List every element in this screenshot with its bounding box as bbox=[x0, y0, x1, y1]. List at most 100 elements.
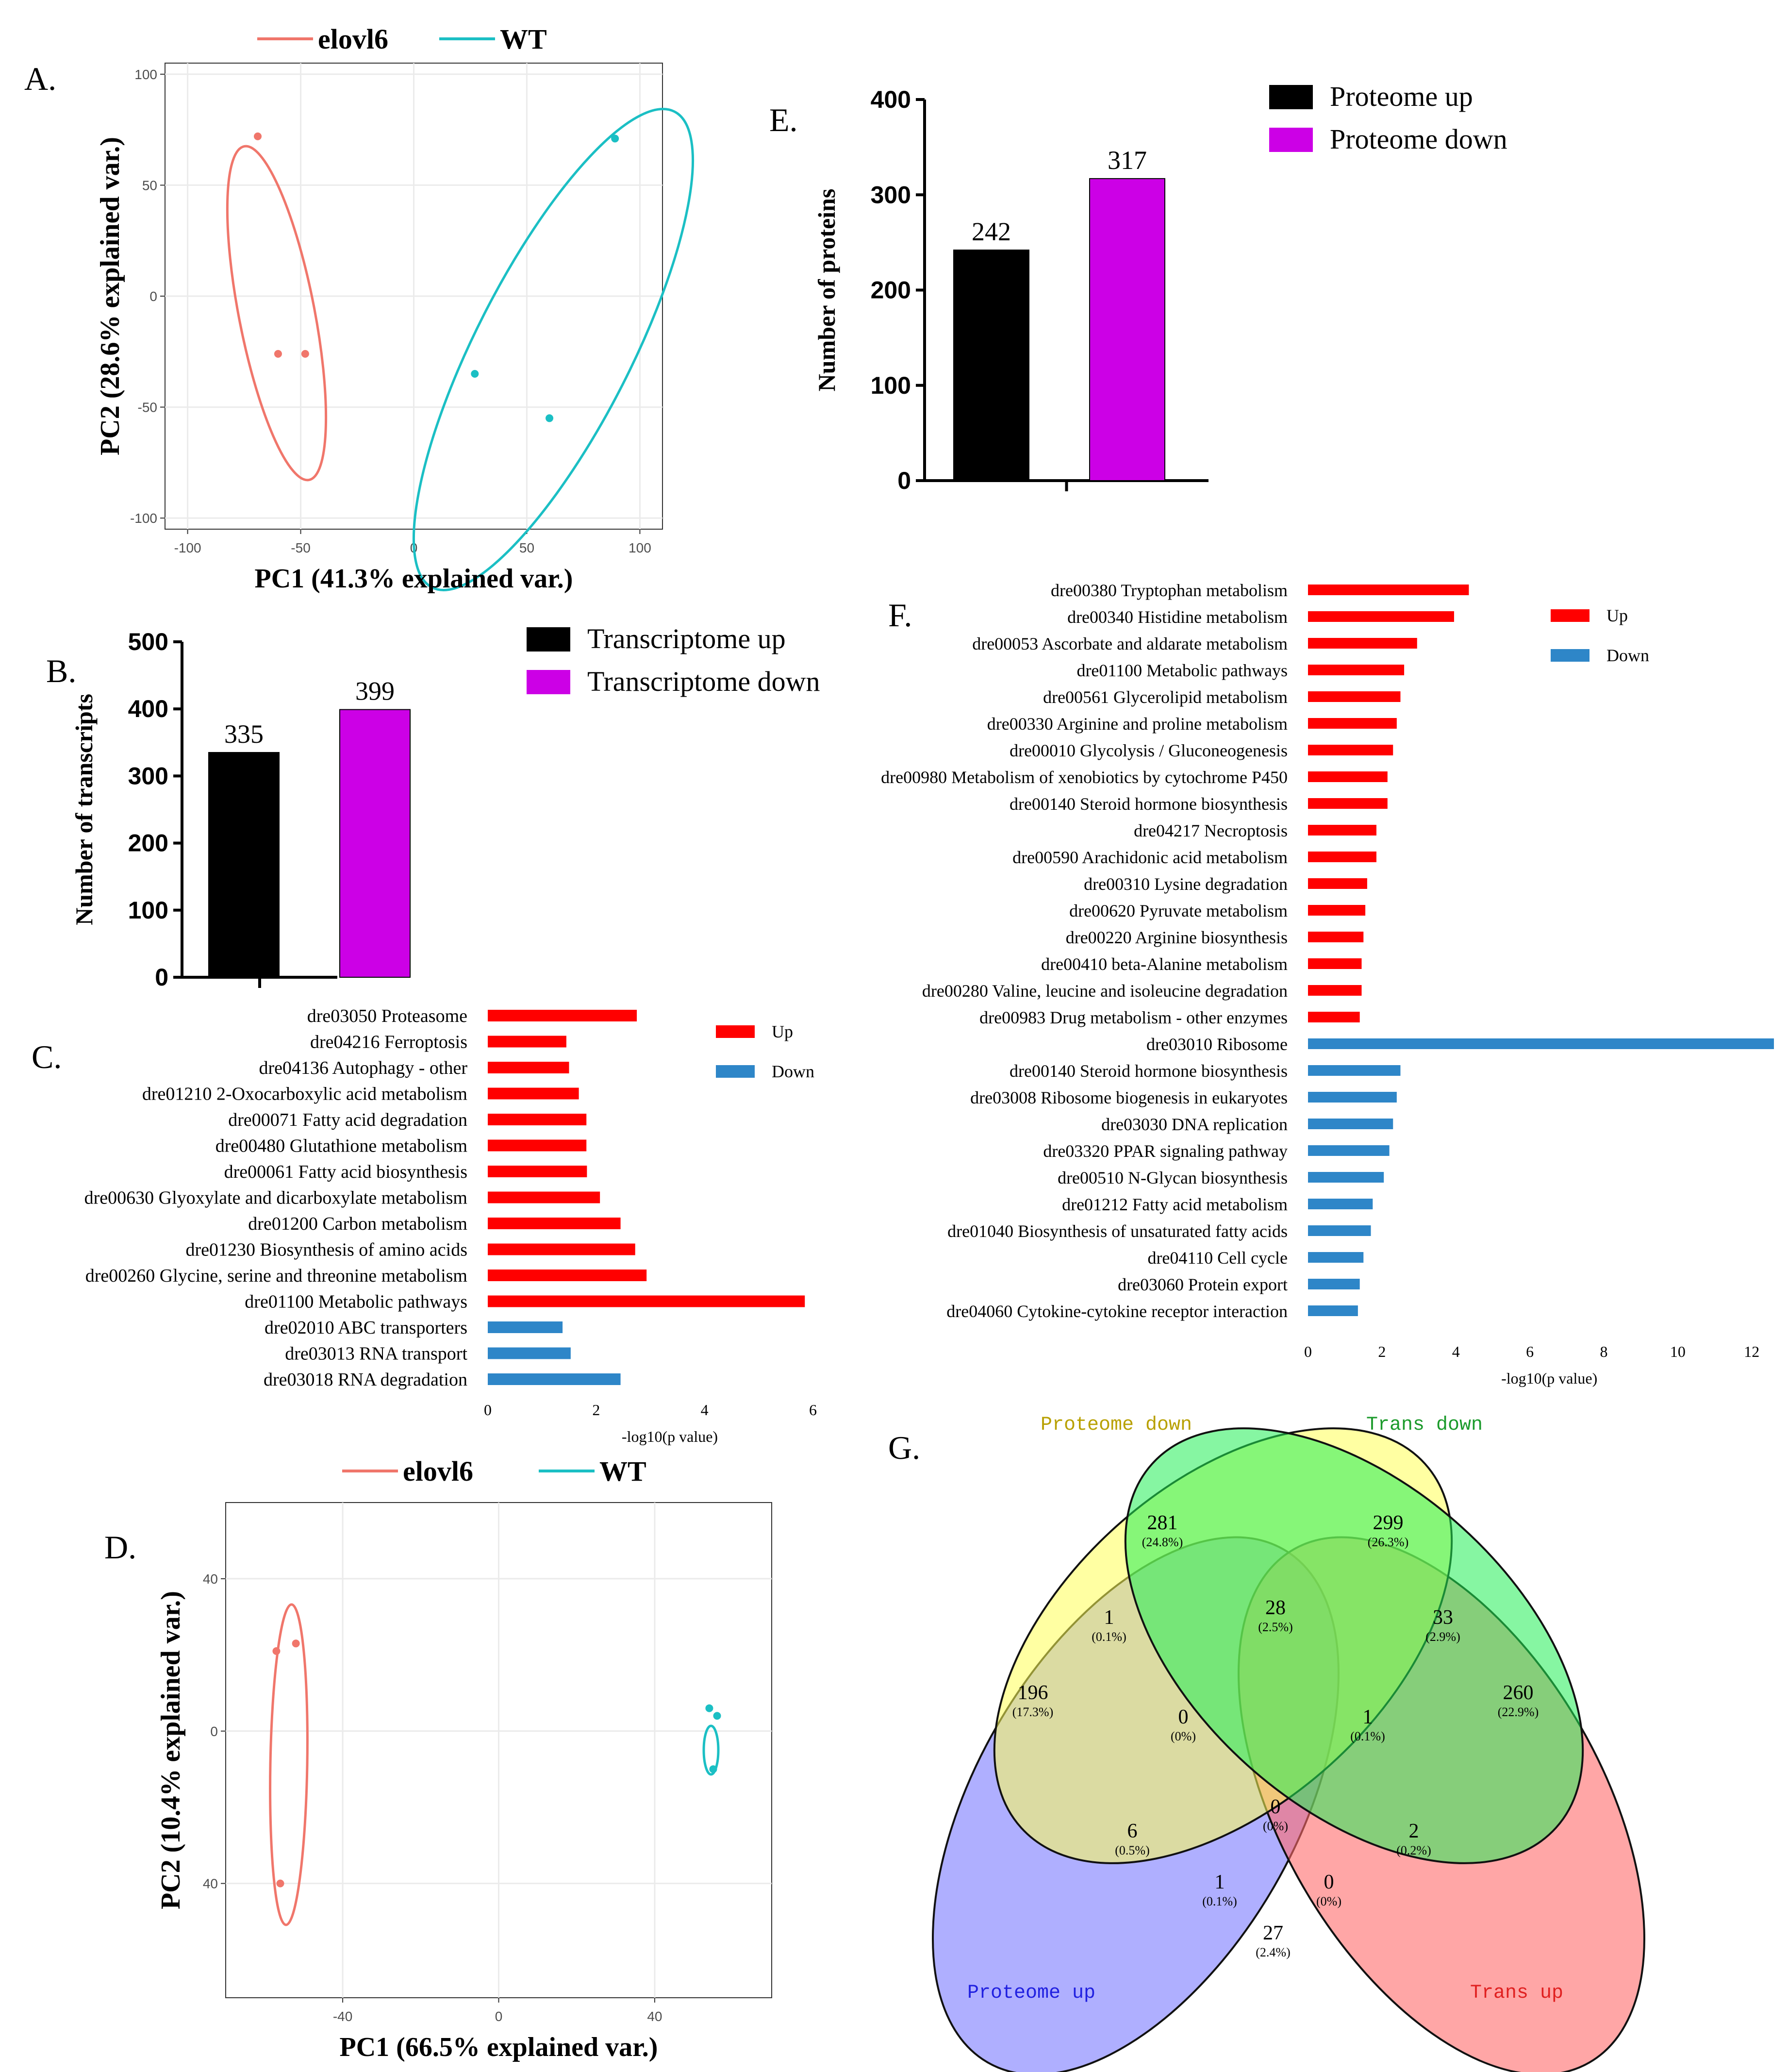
x-tick-label: -40 bbox=[333, 2009, 352, 2024]
panel-label-b: B. bbox=[46, 652, 76, 689]
pathway-label: dre00561 Glycerolipid metabolism bbox=[1043, 687, 1288, 707]
pathway-label: dre01230 Biosynthesis of amino acids bbox=[186, 1240, 467, 1260]
venn-region-pup-pdown-tup: 0 (0%) bbox=[1316, 1871, 1341, 1908]
y-axis-label: Number of transcripts bbox=[70, 694, 98, 925]
pathway-bar bbox=[488, 1270, 647, 1281]
pathway-bar bbox=[488, 1243, 635, 1255]
venn-set-label-trans-down: Trans down bbox=[1366, 1414, 1483, 1436]
pathway-bar bbox=[1308, 1145, 1390, 1156]
data-point-wt bbox=[709, 1765, 717, 1773]
confidence-ellipse bbox=[702, 1724, 720, 1776]
pathway-label: dre00590 Arachidonic acid metabolism bbox=[1012, 848, 1288, 867]
bar-proteome-up bbox=[953, 250, 1029, 481]
pathway-bar bbox=[488, 1166, 587, 1177]
data-point-wt bbox=[471, 370, 479, 378]
pathway-label: dre00980 Metabolism of xenobiotics by cy… bbox=[881, 768, 1288, 787]
pathway-bar bbox=[488, 1321, 563, 1333]
panel-label-d: D. bbox=[104, 1529, 136, 1566]
pathway-label: dre03010 Ribosome bbox=[1146, 1035, 1288, 1054]
pathway-bar bbox=[1308, 665, 1405, 675]
pathway-bar bbox=[488, 1036, 566, 1048]
pathway-label: dre03050 Proteasome bbox=[307, 1006, 467, 1026]
pathway-label: dre00983 Drug metabolism - other enzymes bbox=[979, 1008, 1288, 1027]
venn-region-count: 1 bbox=[1363, 1706, 1373, 1728]
x-tick-label: 0 bbox=[1304, 1343, 1312, 1360]
venn-region-percent: (0%) bbox=[1263, 1819, 1288, 1833]
venn-region-pup-tdown: 6 (0.5%) bbox=[1115, 1820, 1149, 1857]
pathway-label: dre00071 Fatty acid degradation bbox=[228, 1110, 467, 1130]
legend-label-wt: WT bbox=[599, 1455, 646, 1487]
pathway-bar bbox=[1308, 745, 1393, 755]
venn-region-count: 260 bbox=[1503, 1682, 1534, 1704]
venn-region-count: 33 bbox=[1433, 1606, 1453, 1629]
pathway-label: dre02010 ABC transporters bbox=[265, 1318, 467, 1338]
pathway-bar bbox=[488, 1114, 587, 1125]
venn-region-count: 2 bbox=[1409, 1820, 1419, 1842]
pathway-bar bbox=[1308, 852, 1376, 862]
data-point-elovl6 bbox=[254, 132, 262, 140]
pathway-label: dre00310 Lysine degradation bbox=[1084, 874, 1288, 894]
pathway-bar bbox=[1308, 825, 1376, 835]
y-tick-label: 300 bbox=[871, 181, 911, 208]
bar-value-label: 335 bbox=[224, 719, 264, 749]
pathway-chart-c: dre03050 Proteasome dre04216 Ferroptosis d… bbox=[84, 1006, 817, 1445]
legend-swatch-up bbox=[716, 1025, 755, 1038]
bar-chart-b: 0 100 200 300 400 500 335 399 Number of transcri… bbox=[70, 623, 820, 991]
y-axis-label: PC2 (10.4% explained var.) bbox=[156, 1591, 186, 1909]
x-tick-label: 0 bbox=[484, 1401, 492, 1419]
x-axis-label: -log10(p value) bbox=[622, 1428, 718, 1445]
legend-swatch bbox=[1269, 128, 1313, 152]
venn-region-pup-tdown-tup: 1 (0.1%) bbox=[1202, 1871, 1237, 1908]
x-axis-label: PC1 (41.3% explained var.) bbox=[255, 564, 573, 594]
confidence-ellipse bbox=[412, 108, 695, 591]
pathway-bar bbox=[1308, 638, 1417, 649]
pathway-bar bbox=[488, 1062, 569, 1073]
venn-region-percent: (0.5%) bbox=[1115, 1843, 1149, 1857]
pathway-label: dre01100 Metabolic pathways bbox=[245, 1292, 467, 1312]
pathway-bar bbox=[1308, 932, 1364, 942]
pathway-label: dre00480 Glutathione metabolism bbox=[215, 1136, 467, 1156]
x-tick-label: 10 bbox=[1670, 1343, 1686, 1360]
data-point-wt bbox=[611, 134, 619, 143]
venn-region-all-four: 0 (0%) bbox=[1263, 1796, 1288, 1833]
y-tick-label: 0 bbox=[155, 964, 168, 991]
venn-region-count: 1 bbox=[1215, 1871, 1225, 1893]
data-point-elovl6 bbox=[276, 1879, 284, 1888]
y-tick-label: 200 bbox=[128, 830, 168, 857]
pathway-bar bbox=[1308, 691, 1401, 702]
x-tick-label: 40 bbox=[647, 2009, 662, 2024]
legend-swatch bbox=[527, 670, 570, 694]
pathway-bar bbox=[1308, 585, 1469, 595]
venn-region-count: 1 bbox=[1104, 1606, 1114, 1629]
pathway-label: dre03013 RNA transport bbox=[285, 1344, 467, 1364]
pathway-label: dre03030 DNA replication bbox=[1101, 1115, 1288, 1134]
pathway-label: dre00410 beta-Alanine metabolism bbox=[1041, 954, 1288, 974]
venn-region-percent: (2.4%) bbox=[1256, 1945, 1290, 1959]
legend-label: Proteome up bbox=[1330, 81, 1473, 112]
pathway-label: dre04216 Ferroptosis bbox=[310, 1032, 467, 1053]
x-tick-label: 4 bbox=[1452, 1343, 1460, 1360]
venn-region-count: 281 bbox=[1147, 1512, 1178, 1534]
legend-label-elovl6: elovl6 bbox=[318, 23, 388, 55]
y-tick-label: 500 bbox=[128, 628, 168, 655]
y-tick-label: 100 bbox=[134, 67, 157, 82]
pathway-label: dre01212 Fatty acid metabolism bbox=[1062, 1195, 1288, 1214]
pathway-bar bbox=[1308, 1279, 1360, 1289]
x-tick-label: 8 bbox=[1600, 1343, 1608, 1360]
panel-label-e: E. bbox=[769, 101, 798, 138]
pathway-label: dre00630 Glyoxylate and dicarboxylate me… bbox=[84, 1188, 467, 1208]
y-tick-label: 200 bbox=[871, 277, 911, 304]
legend-swatch-down bbox=[1551, 649, 1589, 662]
pathway-label: dre01210 2-Oxocarboxylic acid metabolism bbox=[142, 1084, 467, 1104]
pathway-bar bbox=[1308, 771, 1388, 782]
bar-value-label: 317 bbox=[1108, 146, 1147, 175]
legend-label-wt: WT bbox=[500, 23, 547, 55]
venn-region-trans-down-only: 299 (26.3%) bbox=[1368, 1512, 1408, 1549]
pathway-bar bbox=[1308, 1092, 1397, 1103]
pathway-bar bbox=[1308, 905, 1366, 916]
data-point-elovl6 bbox=[272, 1647, 281, 1655]
pathway-label: dre00620 Pyruvate metabolism bbox=[1069, 901, 1288, 920]
pathway-bar bbox=[1308, 1225, 1371, 1236]
